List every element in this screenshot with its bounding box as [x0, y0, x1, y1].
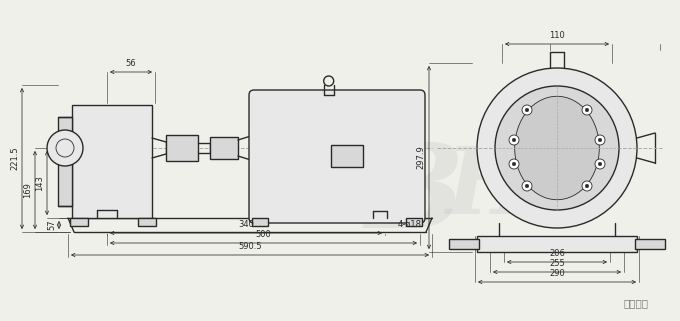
Text: 206: 206 — [549, 249, 565, 258]
Bar — [406, 218, 422, 226]
Text: 290: 290 — [549, 269, 565, 278]
Circle shape — [477, 68, 637, 228]
Text: B: B — [365, 137, 465, 253]
Bar — [138, 218, 156, 226]
Circle shape — [522, 105, 532, 115]
Bar — [72, 105, 152, 218]
Circle shape — [495, 86, 619, 210]
Circle shape — [509, 159, 519, 169]
Circle shape — [598, 162, 602, 166]
Text: H: H — [445, 143, 534, 233]
Bar — [477, 236, 637, 252]
Circle shape — [47, 130, 83, 166]
Bar — [70, 218, 88, 226]
Text: 4-ø18: 4-ø18 — [398, 220, 422, 229]
Circle shape — [585, 184, 589, 188]
Bar — [166, 135, 198, 161]
Ellipse shape — [515, 96, 599, 200]
FancyBboxPatch shape — [249, 90, 425, 223]
Text: 590.5: 590.5 — [238, 242, 262, 251]
Circle shape — [512, 138, 516, 142]
Circle shape — [525, 108, 529, 112]
Circle shape — [598, 138, 602, 142]
Text: 56: 56 — [126, 59, 136, 68]
Text: 221.5: 221.5 — [10, 147, 20, 170]
Circle shape — [585, 108, 589, 112]
Bar — [58, 117, 72, 206]
Circle shape — [582, 105, 592, 115]
Bar — [331, 145, 363, 167]
Bar — [635, 239, 665, 249]
Circle shape — [522, 181, 532, 191]
Circle shape — [525, 184, 529, 188]
Text: 340: 340 — [238, 220, 254, 229]
Text: 57: 57 — [48, 220, 56, 230]
Text: 110: 110 — [549, 31, 565, 40]
Text: 255: 255 — [549, 259, 565, 268]
Bar — [449, 239, 479, 249]
Circle shape — [595, 159, 605, 169]
Text: 143: 143 — [35, 175, 44, 191]
Circle shape — [582, 181, 592, 191]
Text: 北弘泵业: 北弘泵业 — [623, 298, 648, 308]
Text: 297.9: 297.9 — [416, 146, 426, 169]
Bar — [210, 137, 238, 159]
Circle shape — [512, 162, 516, 166]
Circle shape — [509, 135, 519, 145]
Circle shape — [595, 135, 605, 145]
Bar — [252, 218, 268, 226]
Text: 500: 500 — [256, 230, 271, 239]
Text: 169: 169 — [24, 182, 33, 198]
